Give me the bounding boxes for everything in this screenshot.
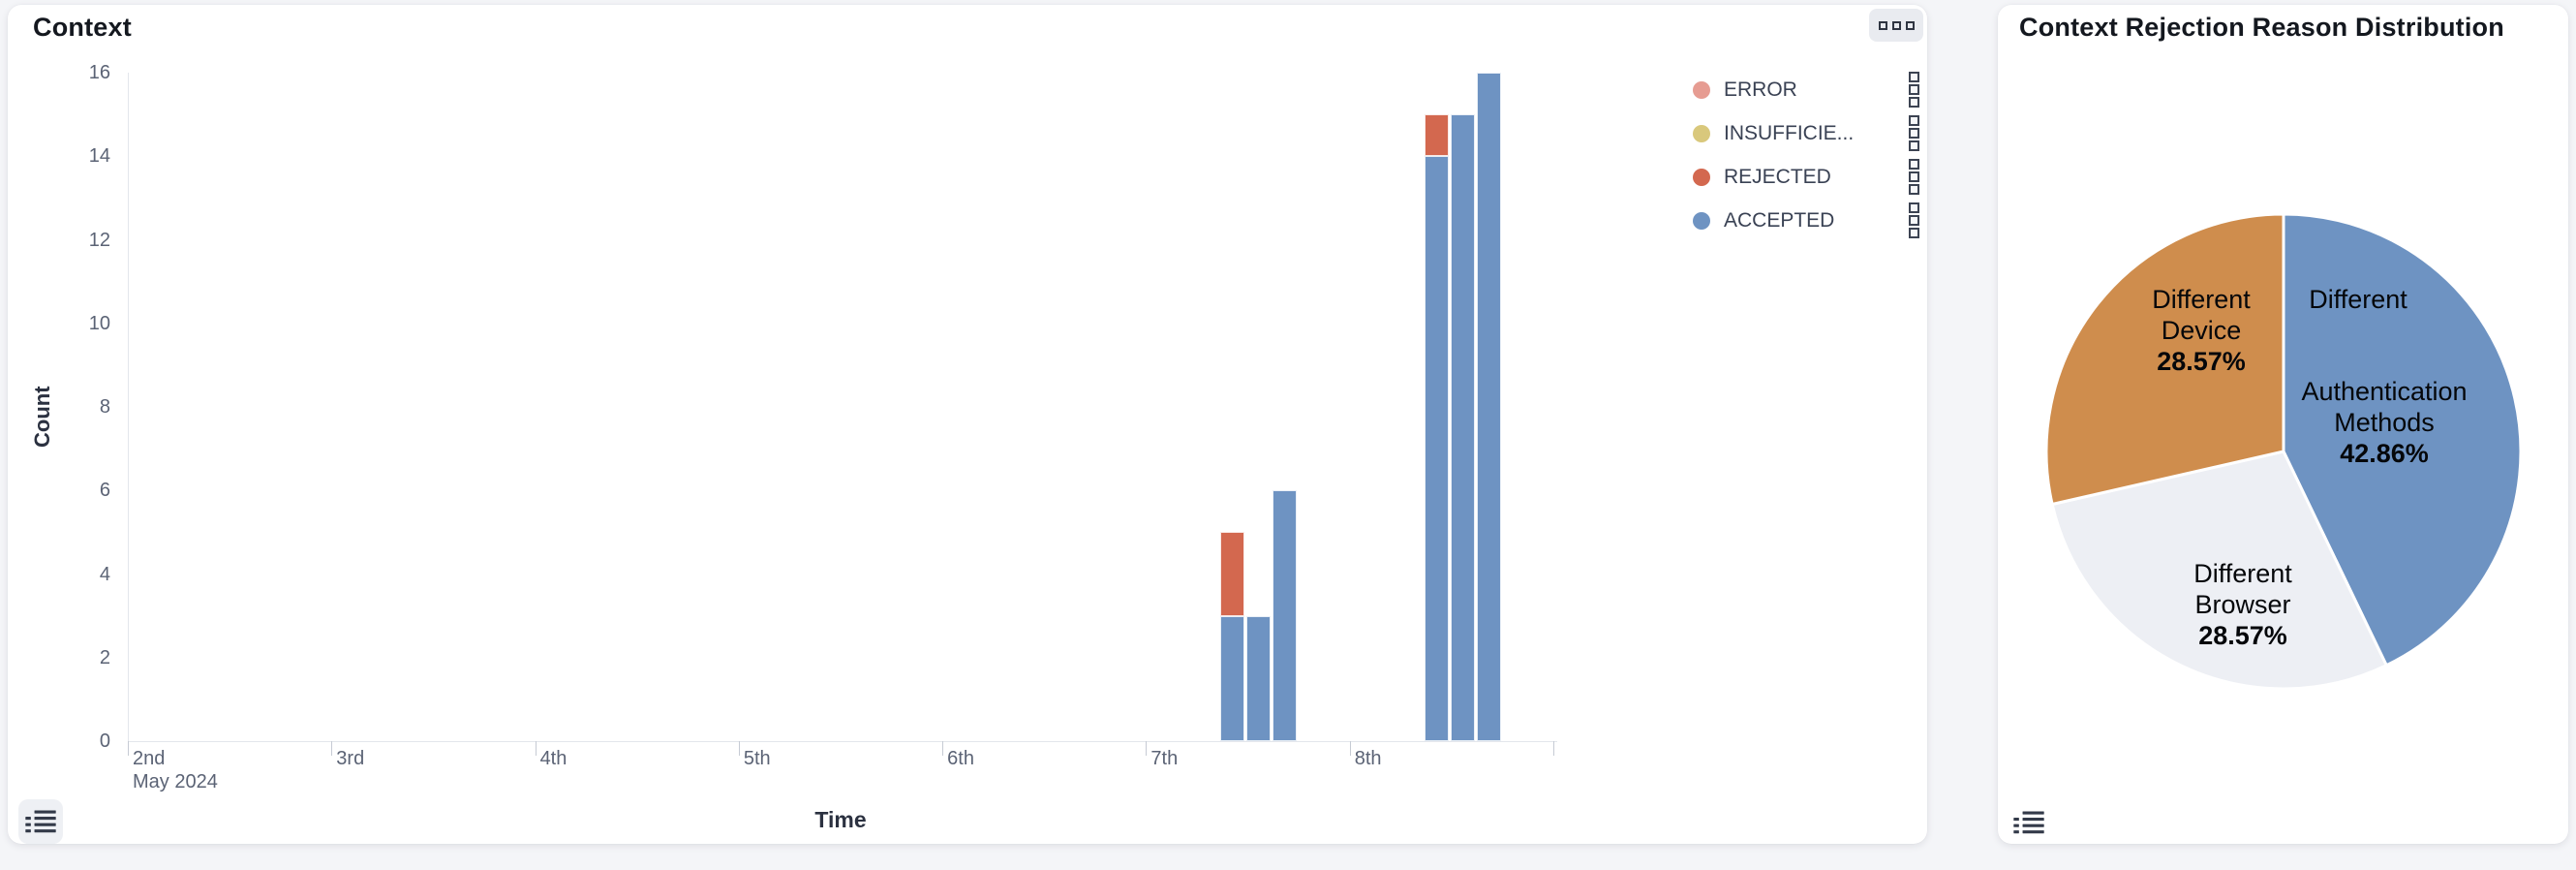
bar-segment-ACCEPTED[interactable] [1220,615,1245,741]
squares-icon [1891,20,1901,30]
squares-icon [1878,20,1887,30]
legend-item-error[interactable]: ERROR [1693,68,1921,111]
legend-dot-icon [1693,168,1710,186]
x-tick-label: 8th [1354,748,1382,769]
legend-dot-icon [1693,211,1710,230]
y-tick-label: 6 [99,480,110,502]
bar-segment-ACCEPTED[interactable] [1246,615,1272,741]
x-tick-label: 3rd [336,748,365,769]
bar-segment-REJECTED[interactable] [1220,532,1245,616]
pie-label-different-browser: Different Browser 28.57% [2193,559,2292,650]
x-tick-mark [738,741,740,756]
legend-label: ACCEPTED [1724,208,1835,232]
pie-slice-different-device[interactable] [2044,212,2285,506]
chart-legend: ERROR INSUFFICIE... REJECTED ACCEPTED [1693,68,1921,242]
x-tick-mark [535,741,537,756]
x-tick-label: 7th [1150,748,1179,769]
y-axis-line [128,73,129,741]
y-tick-label: 14 [88,145,110,168]
drag-handle-icon[interactable] [1907,70,1921,109]
x-tick-label: 6th [947,748,974,769]
pie-chart [2044,212,2523,691]
legend-item-rejected[interactable]: REJECTED [1693,155,1921,199]
pie-label-different-device: Different Device 28.57% [2152,285,2251,376]
x-tick-mark [331,741,333,756]
legend-label: REJECTED [1724,165,1831,188]
legend-item-accepted[interactable]: ACCEPTED [1693,199,1921,242]
x-tick-label: 2nd May 2024 [133,748,218,792]
legend-item-insufficie[interactable]: INSUFFICIE... [1693,111,1921,155]
panel-options-toolbar[interactable] [1869,9,1923,42]
pie-slice-different-browser[interactable] [2050,450,2388,691]
y-tick-label: 16 [88,62,110,83]
x-axis-title: Time [814,807,867,832]
x-tick-mark [1349,741,1351,756]
bar-segment-REJECTED[interactable] [1424,114,1449,157]
squares-icon [1905,20,1915,30]
pie-slice-different-authentication-methods[interactable] [2282,212,2523,668]
data-list-button[interactable] [2009,803,2048,842]
x-axis-subtitle: May 2024 [133,771,218,792]
panel-title: Context Rejection Reason Distribution [2019,13,2504,42]
drag-handle-icon[interactable] [1907,157,1921,197]
legend-dot-icon [1693,80,1710,99]
y-tick-label: 8 [99,396,110,418]
x-tick-mark [1553,741,1554,756]
panel-title: Context [33,13,132,42]
y-tick-label: 12 [88,229,110,251]
drag-handle-icon[interactable] [1907,201,1921,240]
list-icon [2013,811,2044,834]
data-list-button[interactable] [18,799,63,844]
bar-segment-ACCEPTED[interactable] [1424,156,1449,741]
x-tick-label: 4th [539,748,567,769]
x-axis-line [128,741,1557,742]
x-tick-label: 5th [743,748,771,769]
legend-dot-icon [1693,124,1710,142]
y-tick-label: 10 [88,312,110,334]
legend-label: INSUFFICIE... [1724,121,1855,144]
pie-label-different-authentication-methods: Authentication Methods 42.86% [2301,377,2468,468]
bar-segment-ACCEPTED[interactable] [1476,73,1501,741]
x-tick-mark [1146,741,1148,756]
x-tick-mark [128,741,129,756]
list-icon [25,810,56,833]
bar-segment-ACCEPTED[interactable] [1450,114,1475,741]
y-tick-label: 0 [99,730,110,752]
legend-label: ERROR [1724,78,1797,101]
y-tick-label: 4 [99,563,110,585]
pie-label-different-authentication-methods: Different [2309,285,2407,314]
x-tick-mark [942,741,944,756]
bar-segment-ACCEPTED[interactable] [1273,490,1298,741]
drag-handle-icon[interactable] [1907,113,1921,153]
context-panel: Context Count Time ERROR INSUFFICIE... REJ… [8,5,1927,844]
rejection-reason-panel: Context Rejection Reason Distribution Di… [1998,5,2568,844]
y-tick-label: 2 [99,646,110,668]
